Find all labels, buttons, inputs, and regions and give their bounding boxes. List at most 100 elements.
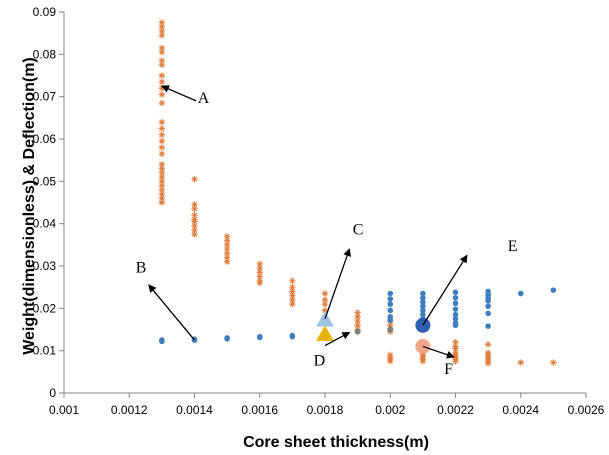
y-tick-label: 0.08	[33, 47, 57, 61]
asterisk-stroke	[224, 246, 230, 252]
deflection-point	[158, 49, 166, 56]
annotation-arrow-e	[422, 254, 468, 326]
asterisk-stroke	[289, 297, 295, 303]
asterisk-stroke	[191, 223, 198, 229]
gray-point	[354, 328, 361, 335]
weight-point	[485, 323, 491, 329]
deflection-point	[223, 250, 231, 257]
annotation-arrow-a	[160, 85, 197, 102]
asterisk-stroke	[159, 174, 165, 180]
asterisk-stroke	[322, 290, 328, 297]
weight-point	[452, 316, 459, 322]
weight-point	[452, 300, 459, 307]
annotation-label-c: C	[353, 221, 364, 238]
annotation-label-e: E	[508, 238, 518, 255]
deflection-point	[191, 205, 198, 213]
asterisk-stroke	[191, 202, 198, 208]
asterisk-stroke	[257, 261, 263, 267]
weight-point	[485, 297, 491, 304]
deflection-point	[289, 300, 296, 308]
deflection-point	[158, 131, 166, 138]
deflection-point	[158, 61, 166, 69]
x-tick-label: 0.0014	[176, 403, 213, 417]
y-tick-label: 0.02	[33, 301, 57, 315]
deflection-point	[158, 78, 166, 86]
asterisk-stroke	[159, 187, 165, 193]
deflection-point	[158, 190, 166, 198]
deflection-point	[158, 199, 166, 206]
asterisk-stroke	[289, 288, 295, 294]
deflection-point	[354, 309, 361, 316]
asterisk-stroke	[159, 91, 165, 98]
asterisk-stroke	[159, 125, 165, 132]
asterisk-stroke	[191, 206, 198, 212]
y-tick-label: 0.01	[33, 344, 57, 358]
x-tick-label: 0.0016	[241, 403, 278, 417]
deflection-point	[158, 99, 166, 107]
asterisk-stroke	[191, 176, 198, 182]
y-tick-label: 0.03	[33, 259, 57, 273]
asterisk-stroke	[257, 265, 263, 271]
annotation-label-f: F	[444, 361, 453, 378]
asterisk-stroke	[289, 301, 295, 307]
asterisk-stroke	[159, 79, 165, 85]
asterisk-stroke	[159, 166, 165, 172]
asterisk-stroke	[159, 161, 165, 167]
weight-point	[420, 290, 426, 297]
asterisk-stroke	[159, 24, 165, 30]
deflection-point	[191, 212, 198, 219]
x-tick-label: 0.002	[375, 403, 405, 417]
deflection-point	[321, 300, 329, 308]
asterisk-stroke	[257, 280, 263, 286]
asterisk-stroke	[159, 138, 165, 144]
asterisk-stroke	[355, 322, 361, 328]
asterisk-stroke	[322, 307, 328, 314]
deflection-point	[191, 222, 198, 229]
asterisk-stroke	[159, 62, 165, 68]
weight-point	[485, 310, 491, 317]
weight-point	[452, 289, 459, 296]
deflection-point	[354, 317, 361, 325]
asterisk-stroke	[387, 322, 393, 328]
asterisk-stroke	[159, 178, 165, 184]
deflection-point	[419, 358, 427, 365]
deflection-point	[191, 231, 198, 238]
deflection-point	[256, 269, 263, 276]
asterisk-stroke	[159, 49, 165, 55]
asterisk-stroke	[355, 314, 361, 320]
deflection-point	[484, 341, 492, 348]
deflection-point	[387, 322, 394, 329]
y-tick-label: 0.04	[33, 217, 57, 231]
annotation-label-b: B	[136, 259, 147, 276]
x-axis-title: Core sheet thickness(m)	[243, 434, 429, 451]
deflection-point	[256, 273, 263, 280]
asterisk-stroke	[224, 259, 230, 265]
deflection-point	[158, 195, 166, 202]
deflection-point	[158, 118, 166, 126]
asterisk-stroke	[452, 345, 459, 352]
annotation-arrow-c	[324, 248, 351, 320]
asterisk-stroke	[224, 233, 230, 239]
asterisk-stroke	[159, 182, 165, 189]
deflection-point	[550, 359, 557, 366]
deflection-point	[256, 279, 263, 287]
deflection-point	[289, 277, 296, 285]
deflection-point	[191, 176, 198, 183]
weight-point	[452, 311, 459, 318]
x-tick-label: 0.0022	[437, 403, 474, 417]
asterisk-stroke	[224, 254, 230, 261]
annotation-label-a: A	[198, 90, 210, 107]
weight-point	[224, 335, 230, 341]
deflection-point	[158, 91, 166, 98]
weight-point	[452, 322, 459, 329]
asterisk-stroke	[159, 19, 165, 26]
deflection-point	[158, 144, 166, 151]
deflection-point	[452, 358, 459, 365]
asterisk-stroke	[159, 191, 165, 197]
weight-point	[420, 299, 426, 305]
asterisk-stroke	[159, 32, 165, 38]
asterisk-stroke	[322, 297, 328, 303]
annotation-arrow-d	[324, 331, 351, 347]
deflection-point	[158, 32, 166, 39]
